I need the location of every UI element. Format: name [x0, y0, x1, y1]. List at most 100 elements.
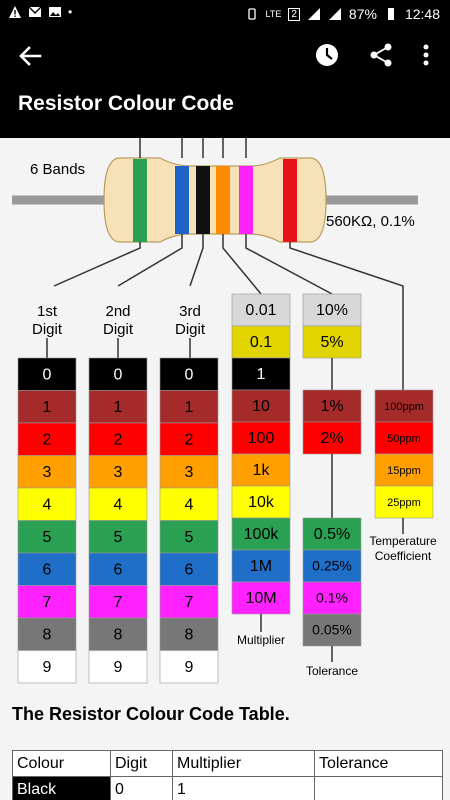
digit-cell-label: 3: [43, 464, 52, 481]
tolerance-cell-label: 0.25%: [312, 558, 352, 574]
resistor-band: [133, 159, 147, 242]
multiplier-label: Multiplier: [237, 633, 285, 647]
header-digit: Digit: [110, 750, 173, 777]
temperature-cell: [374, 485, 434, 519]
multiplier-cell: [231, 325, 291, 359]
digit-cell-label: 7: [185, 594, 194, 611]
notification-icons: •: [8, 5, 82, 19]
tolerance-cell-label: 2%: [320, 430, 343, 447]
tolerance-cell-label: 0.1%: [316, 590, 348, 606]
tolerance-cell: [302, 549, 362, 583]
digit-cell: [159, 520, 219, 554]
multiplier-cell: [231, 421, 291, 455]
band-leader-line: [245, 234, 333, 295]
digit-cell: [88, 552, 148, 586]
digit-cell-label: 4: [114, 496, 123, 513]
tolerance-cell-label: 0.05%: [312, 622, 352, 638]
tolerance-cell: [302, 517, 362, 551]
multiplier-cell: [231, 485, 291, 519]
tolerance-cell: [302, 389, 362, 423]
temperature-cell-label: 50ppm: [387, 433, 421, 445]
digit-cell: [17, 422, 77, 456]
bands-label: 6 Bands: [30, 161, 85, 178]
digit-header-line1: 2nd: [105, 303, 130, 320]
sim-slot: 2: [288, 7, 300, 21]
warning-icon: [9, 6, 21, 18]
digit-cell: [17, 650, 77, 684]
digit-cell-label: 0: [43, 366, 52, 383]
digit-cell: [88, 585, 148, 619]
digit-cell-label: 1: [185, 399, 194, 416]
tolerance-cell-label: 5%: [320, 334, 343, 351]
digit-cell-label: 0: [185, 366, 194, 383]
resistor-body: [103, 157, 327, 243]
history-icon[interactable]: [312, 40, 342, 70]
multiplier-cell-label: 100: [248, 430, 275, 447]
tolerance-label: Tolerance: [306, 664, 358, 678]
digit-cell-label: 5: [185, 529, 194, 546]
cell-tolerance: [314, 776, 443, 800]
digit-cell: [17, 487, 77, 521]
digit-cell-label: 4: [43, 496, 52, 513]
digit-cell-label: 8: [114, 626, 123, 643]
digit-cell: [159, 650, 219, 684]
band-leader-line: [189, 234, 204, 287]
digit-cell-label: 6: [185, 561, 194, 578]
temperature-cell-label: 100ppm: [384, 401, 424, 413]
resistor-band: [175, 166, 189, 234]
digit-cell: [88, 487, 148, 521]
digit-cell: [17, 455, 77, 489]
multiplier-cell-label: 10: [252, 398, 270, 415]
tolerance-cell: [302, 581, 362, 615]
digit-cell: [88, 422, 148, 456]
back-arrow-icon[interactable]: [14, 40, 46, 72]
more-vert-icon[interactable]: [414, 40, 438, 70]
battery-percent: 87%: [348, 6, 377, 22]
digit-cell-label: 1: [43, 399, 52, 416]
vibrate-icon: [247, 8, 256, 20]
multiplier-cell: [231, 453, 291, 487]
colour-code-table: Colour Digit Multiplier Tolerance Black …: [12, 750, 443, 800]
temperature-label-line2: Coefficient: [375, 549, 432, 563]
digit-header-line2: Digit: [103, 321, 134, 338]
resistor-band: [216, 166, 230, 234]
digit-header-line1: 3rd: [179, 303, 201, 320]
clock-time: 12:48: [404, 6, 440, 22]
multiplier-cell-label: 0.1: [250, 334, 272, 351]
content-area[interactable]: 6 Bands 560KΩ, 0.1% 1st Digit 2nd Digit 3rd Dig…: [0, 138, 450, 800]
digit-cell: [88, 357, 148, 391]
dots-icon: •: [68, 5, 73, 19]
table-row: Black 0 1: [12, 776, 443, 800]
multiplier-cell-label: 10k: [248, 494, 275, 511]
tolerance-cell-label: 1%: [320, 398, 343, 415]
digit-cell-label: 3: [114, 464, 123, 481]
digit-cell: [159, 422, 219, 456]
digit-header-line1: 1st: [37, 303, 58, 320]
band-leader-line: [53, 242, 141, 287]
multiplier-cell: [231, 293, 291, 327]
gmail-icon: [28, 6, 42, 17]
share-icon[interactable]: [366, 40, 396, 70]
table-title: The Resistor Colour Code Table.: [12, 704, 290, 724]
digit-cell-label: 8: [43, 626, 52, 643]
multiplier-cell-label: 0.01: [245, 302, 276, 319]
digit-cell-label: 6: [114, 561, 123, 578]
multiplier-cell-label: 1k: [253, 462, 271, 479]
digit-header-line2: Digit: [175, 321, 206, 338]
digit-cell-label: 3: [185, 464, 194, 481]
temperature-cell: [374, 421, 434, 455]
signal-icon: [307, 8, 320, 20]
digit-cell: [88, 650, 148, 684]
tolerance-cell: [302, 613, 362, 647]
digit-cell-label: 2: [185, 431, 194, 448]
tolerance-cell: [302, 325, 362, 359]
temperature-cell: [374, 389, 434, 423]
table-header-row: Colour Digit Multiplier Tolerance: [12, 750, 443, 777]
digit-cell-label: 2: [114, 431, 123, 448]
multiplier-cell-label: 1: [257, 366, 266, 383]
digit-cell-label: 9: [43, 659, 52, 676]
band-leader-line: [222, 234, 262, 295]
header-tolerance: Tolerance: [314, 750, 443, 777]
digit-cell-label: 0: [114, 366, 123, 383]
